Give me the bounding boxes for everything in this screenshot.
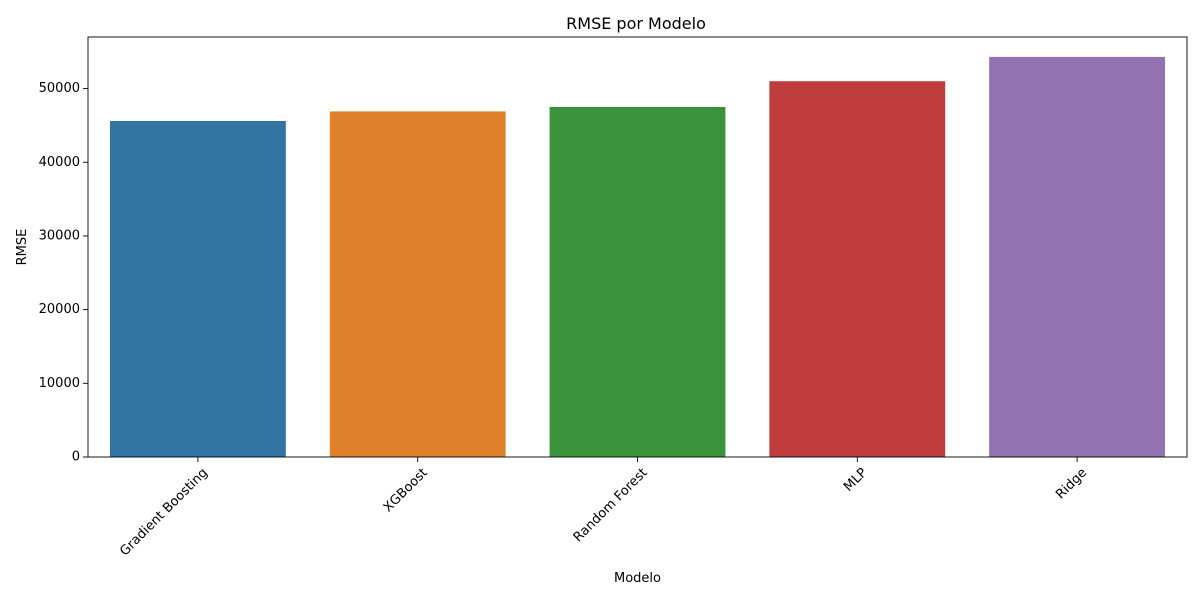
x-tick-label: Gradient Boosting bbox=[117, 465, 211, 559]
x-tick-label: XGBoost bbox=[381, 465, 431, 515]
y-tick-label: 30000 bbox=[39, 228, 80, 243]
bar-gradient-boosting bbox=[109, 121, 286, 457]
plot-frame bbox=[87, 36, 1188, 458]
y-tick-label: 0 bbox=[72, 450, 80, 465]
chart-title: RMSE por Modelo bbox=[566, 14, 706, 33]
x-tick-label: Ridge bbox=[1053, 465, 1090, 502]
y-axis: 0 10000 20000 30000 40000 50000 bbox=[39, 81, 88, 465]
bar-ridge bbox=[989, 56, 1166, 457]
y-tick-label: 20000 bbox=[39, 302, 80, 317]
bar-random-forest bbox=[549, 107, 726, 457]
x-tick-label: Random Forest bbox=[571, 465, 651, 545]
y-axis-label: RMSE bbox=[15, 229, 30, 266]
bar-xgboost bbox=[329, 111, 506, 458]
x-axis-label: Modelo bbox=[614, 571, 661, 586]
y-tick-label: 10000 bbox=[39, 376, 80, 391]
bars-layer bbox=[109, 56, 1166, 458]
x-tick-label: MLP bbox=[841, 465, 870, 494]
y-tick-label: 50000 bbox=[39, 81, 80, 96]
bar-mlp bbox=[769, 81, 946, 458]
x-axis: Gradient Boosting XGBoost Random Forest MLP… bbox=[117, 457, 1090, 559]
y-tick-label: 40000 bbox=[39, 155, 80, 170]
